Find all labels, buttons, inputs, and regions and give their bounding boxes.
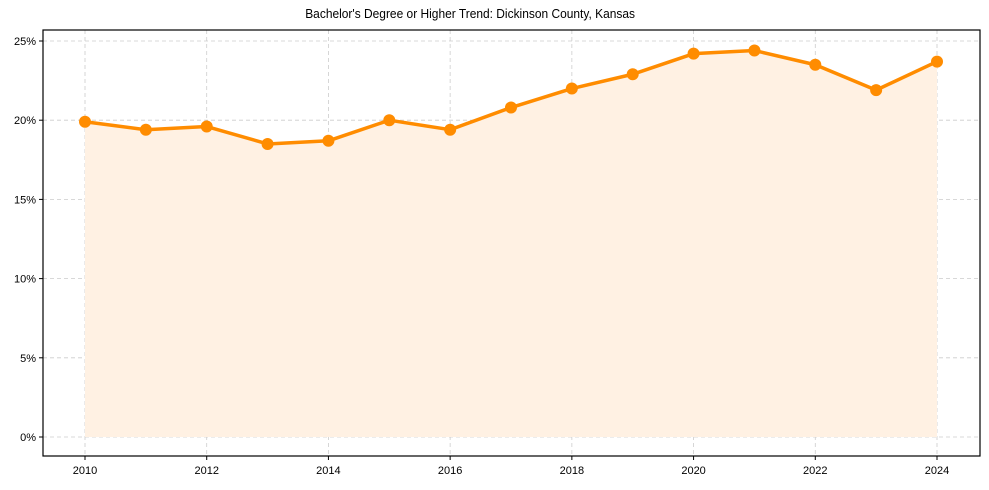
y-tick-label: 0%	[20, 432, 36, 444]
data-point-2023	[870, 84, 883, 97]
data-point-2020	[687, 47, 700, 60]
y-tick-label: 20%	[14, 115, 36, 127]
data-point-2024	[931, 55, 943, 68]
x-tick-label: 2010	[73, 465, 97, 477]
x-tick-label: 2016	[438, 465, 462, 477]
y-tick-label: 5%	[20, 353, 36, 365]
y-axis: 0% 5% 10% 15% 20% 25%	[14, 36, 43, 444]
chart-title: Bachelor's Degree or Higher Trend: Dicki…	[305, 6, 636, 21]
x-tick-label: 2014	[316, 465, 340, 477]
data-point-2018	[565, 82, 578, 95]
x-tick-label: 2024	[925, 465, 949, 477]
data-point-2012	[200, 120, 213, 133]
x-axis: 2010 2012 2014 2016 2018 2020 2022 2024	[73, 456, 949, 477]
data-point-2021	[748, 44, 761, 57]
data-point-2014	[322, 134, 335, 147]
area-fill	[85, 50, 937, 438]
x-tick-label: 2012	[194, 465, 218, 477]
y-tick-label: 25%	[14, 36, 36, 48]
data-point-2022	[809, 58, 822, 71]
plot-frame	[42, 29, 981, 457]
data-point-2017	[505, 101, 517, 114]
data-point-2016	[444, 123, 457, 136]
x-tick-label: 2022	[803, 465, 827, 477]
data-point-2011	[139, 123, 152, 136]
data-point-2013	[261, 137, 274, 150]
data-point-2010	[79, 115, 91, 128]
data-point-2019	[626, 68, 639, 81]
x-tick-label: 2020	[681, 465, 705, 477]
y-tick-label: 15%	[14, 194, 36, 206]
y-tick-label: 10%	[14, 274, 36, 286]
data-markers	[79, 44, 943, 150]
x-tick-label: 2018	[560, 465, 584, 477]
data-point-2015	[383, 114, 396, 127]
